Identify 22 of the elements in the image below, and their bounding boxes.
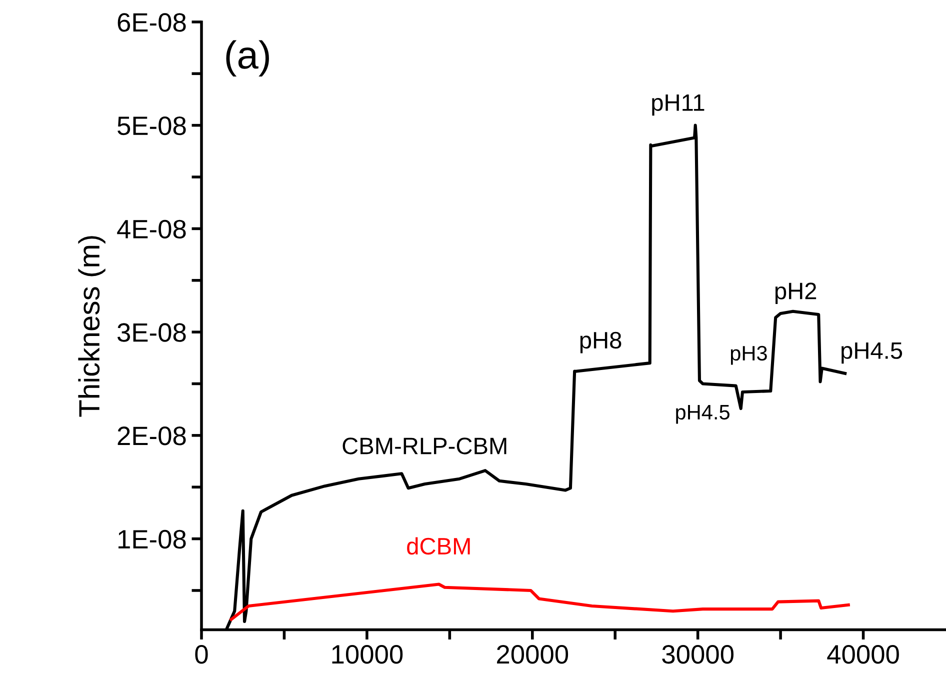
annotation: pH2 (775, 282, 816, 304)
y-tick-label: 6E-08 (118, 13, 186, 32)
x-tick-label: 10000 (332, 645, 403, 664)
y-tick-label: 4E-08 (117, 220, 186, 239)
y-tick-label: 5E-08 (118, 116, 186, 136)
annotation: pH11 (652, 94, 704, 116)
x-tick-label: 20000 (497, 645, 568, 664)
y-axis-title: Thickness (m) (78, 236, 106, 417)
annotation: pH4.5 (842, 342, 902, 364)
annotation: (a) (226, 40, 269, 77)
line-series (230, 582, 850, 621)
series-label: dCBM (407, 537, 470, 555)
y-tick-label: 2E-08 (118, 426, 186, 446)
annotation: pH3 (730, 346, 767, 365)
x-tick-label: 40000 (827, 645, 899, 664)
x-tick-label: 30000 (662, 645, 734, 664)
annotation: pH8 (580, 332, 622, 354)
y-tick-label: 3E-08 (118, 323, 186, 342)
x-tick-label: 0 (195, 645, 208, 664)
annotation: pH4.5 (676, 405, 730, 424)
y-tick-label: 1E-08 (118, 530, 186, 549)
series-label: CBM-RLP-CBM (342, 438, 506, 454)
